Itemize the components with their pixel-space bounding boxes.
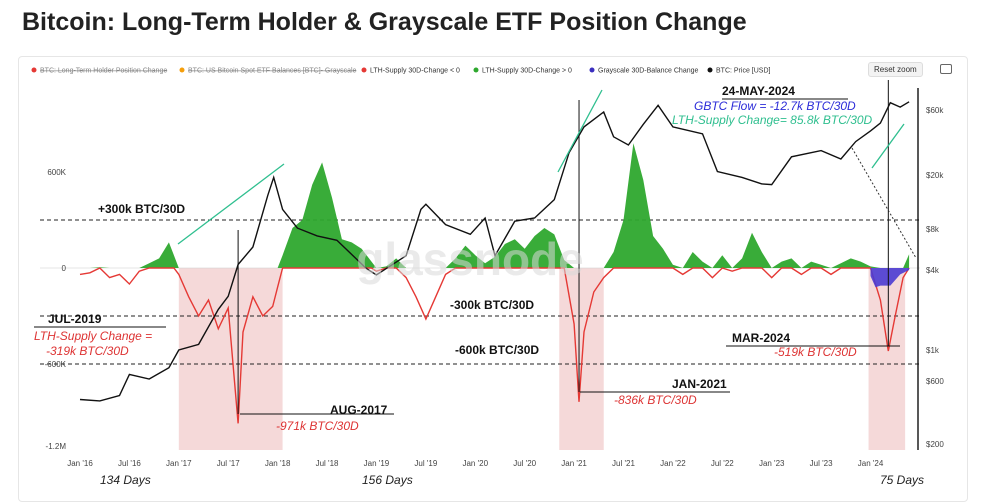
annotation-jul2019-l1: LTH-Supply Change =	[34, 329, 152, 343]
annotation-jan2021-value: -836k BTC/30D	[614, 393, 697, 407]
x-tick-10: Jan '21	[561, 459, 587, 468]
x-tick-12: Jan '22	[660, 459, 686, 468]
days-label-2: 156 Days	[362, 473, 413, 487]
trend-arrow-2	[557, 89, 603, 173]
x-tick-6: Jan '19	[364, 459, 390, 468]
y-right-tick-2: $8k	[926, 225, 940, 234]
x-tick-9: Jul '20	[513, 459, 536, 468]
x-tick-14: Jan '23	[759, 459, 785, 468]
lth-positive-area	[80, 143, 910, 268]
x-tick-16: Jan '24	[858, 459, 884, 468]
annotation-lth-change: LTH-Supply Change= 85.8k BTC/30D	[672, 113, 873, 127]
legend-label-1: BTC: US Bitcoin Spot ETF Balances [BTC]-…	[188, 68, 357, 75]
x-tick-13: Jul '22	[711, 459, 734, 468]
y-right-tick-6: $200	[926, 440, 944, 449]
trend-arrow-1	[177, 163, 285, 245]
legend-label-5: BTC: Price [USD]	[716, 68, 771, 75]
x-tick-8: Jan '20	[462, 459, 488, 468]
legend-marker-5	[707, 67, 713, 73]
axes: Jan '16 Jul '16 Jan '17 Jul '17 Jan '18 Jul '…	[45, 106, 945, 468]
camera-icon[interactable]	[940, 64, 952, 74]
y-left-tick-0: 600K	[47, 168, 66, 177]
y-right-tick-0: $60k	[926, 106, 944, 115]
y-left-tick-1: 0	[62, 264, 67, 273]
pointer-dotted	[851, 147, 917, 259]
page-title: Bitcoin: Long-Term Holder & Grayscale ET…	[22, 8, 747, 36]
annotation-mar2024: MAR-2024	[732, 331, 790, 345]
annotation-minus300: -300k BTC/30D	[450, 298, 534, 312]
annotation-aug2017: AUG-2017	[330, 403, 388, 417]
watermark: glassnode	[356, 233, 584, 285]
x-tick-5: Jul '18	[316, 459, 339, 468]
x-tick-0: Jan '16	[67, 459, 93, 468]
lth-change-areas	[79, 143, 910, 424]
annotation-aug2017-value: -971k BTC/30D	[276, 419, 359, 433]
x-tick-4: Jan '18	[265, 459, 291, 468]
trend-arrow-3	[871, 123, 905, 169]
y-left-tick-3: -1.2M	[46, 442, 67, 451]
gbtc-area	[870, 268, 910, 288]
x-tick-11: Jul '21	[612, 459, 635, 468]
annotation-jul2019-l2: -319k BTC/30D	[46, 344, 129, 358]
chart-panel	[18, 56, 968, 502]
shade-region-0	[178, 268, 283, 450]
y-right-tick-4: $1k	[926, 346, 940, 355]
annotation-may2024: 24-MAY-2024	[722, 84, 795, 98]
legend-label-0: BTC: Long-Term Holder Position Change	[40, 68, 167, 75]
y-left-tick-2: -600K	[45, 360, 67, 369]
legend-label-3: LTH-Supply 30D-Change > 0	[482, 68, 572, 75]
x-tick-1: Jul '16	[118, 459, 141, 468]
days-label-1: 134 Days	[100, 473, 151, 487]
lth-negative-line	[79, 267, 910, 424]
y-right-tick-5: $600	[926, 377, 944, 386]
reset-zoom-button[interactable]: Reset zoom	[868, 62, 923, 77]
x-tick-2: Jan '17	[166, 459, 192, 468]
btc-price-line	[34, 80, 919, 450]
days-label-3: 75 Days	[880, 473, 924, 487]
legend-label-4: Grayscale 30D-Balance Change	[598, 68, 698, 75]
x-tick-7: Jul '19	[414, 459, 437, 468]
legend-marker-3	[473, 67, 479, 73]
x-tick-15: Jul '23	[810, 459, 833, 468]
annotation-jul2019: JUL-2019	[48, 312, 102, 326]
legend-label-2: LTH-Supply 30D-Change < 0	[370, 68, 460, 75]
btc-price-path	[79, 101, 910, 402]
legend-marker-1	[179, 67, 185, 73]
legend-marker-0	[31, 67, 37, 73]
annotation-mar2024-value: -519k BTC/30D	[774, 345, 857, 359]
x-tick-3: Jul '17	[217, 459, 240, 468]
annotations: +300k BTC/30D -300k BTC/30D -600k BTC/30…	[34, 84, 924, 487]
annotation-plus300: +300k BTC/30D	[98, 202, 185, 216]
annotation-gbtc-flow: GBTC Flow = -12.7k BTC/30D	[694, 99, 856, 113]
y-right-tick-3: $4k	[926, 266, 940, 275]
annotation-minus600: -600k BTC/30D	[455, 343, 539, 357]
legend-marker-2	[361, 67, 367, 73]
chart-legend: BTC: Long-Term Holder Position Change BTC…	[31, 67, 771, 75]
legend-marker-4	[589, 67, 595, 73]
y-right-tick-1: $20k	[926, 171, 944, 180]
grayscale-change-area	[870, 268, 910, 288]
annotation-jan2021: JAN-2021	[672, 377, 727, 391]
